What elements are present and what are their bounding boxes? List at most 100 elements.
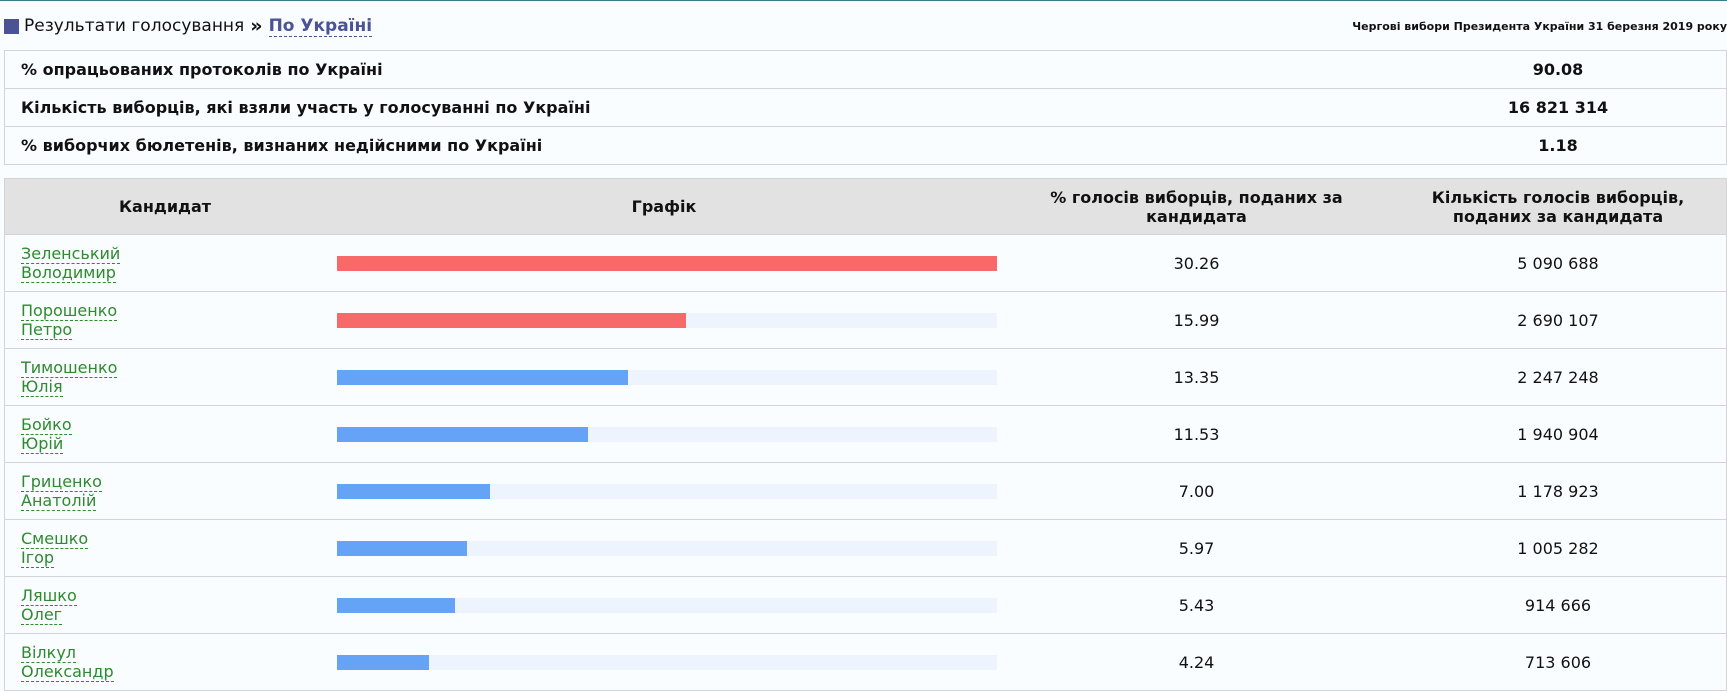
candidate-cell: Тимошенко Юлія: [4, 348, 325, 406]
candidate-cell: Ляшко Олег: [4, 576, 325, 634]
bar-track: [337, 597, 997, 613]
percent-cell: 30.26: [1003, 234, 1390, 292]
count-cell: 2 247 248: [1390, 348, 1727, 406]
results-table: Кандидат Графік % голосів виборців, пода…: [4, 178, 1727, 691]
header-count: Кількість голосів виборців, поданих за к…: [1390, 178, 1727, 235]
candidate-cell: Бойко Юрій: [4, 405, 325, 463]
summary-row: Кількість виборців, які взяли участь у г…: [4, 88, 1727, 127]
breadcrumb-separator: »: [250, 15, 263, 37]
candidate-link[interactable]: Вілкул Олександр: [21, 643, 114, 682]
candidate-link[interactable]: Порошенко Петро: [21, 301, 118, 340]
table-row: Вілкул Олександр 4.24 713 606: [4, 633, 1727, 691]
count-cell: 1 005 282: [1390, 519, 1727, 577]
election-title: Чергові вибори Президента України 31 бер…: [1352, 20, 1727, 33]
bar-track: [337, 369, 997, 385]
breadcrumb-current-link[interactable]: По Україні: [268, 15, 373, 37]
percent-cell: 5.97: [1003, 519, 1390, 577]
results-header-row: Кандидат Графік % голосів виборців, пода…: [4, 178, 1727, 235]
candidate-surname: Смешко: [21, 529, 89, 548]
summary-label: % виборчих бюлетенів, визнаних недійсним…: [4, 126, 1390, 165]
table-row: Тимошенко Юлія 13.35 2 247 248: [4, 348, 1727, 406]
table-row: Зеленський Володимир 30.26 5 090 688: [4, 234, 1727, 292]
table-row: Ляшко Олег 5.43 914 666: [4, 576, 1727, 634]
candidate-link[interactable]: Бойко Юрій: [21, 415, 72, 454]
table-row: Гриценко Анатолій 7.00 1 178 923: [4, 462, 1727, 520]
summary-value: 90.08: [1532, 60, 1584, 79]
summary-row: % виборчих бюлетенів, визнаних недійсним…: [4, 126, 1727, 165]
candidate-given-name: Володимир: [21, 263, 116, 282]
bar-fill: [337, 426, 589, 442]
table-row: Бойко Юрій 11.53 1 940 904: [4, 405, 1727, 463]
chart-cell: [325, 405, 1003, 463]
header-candidate: Кандидат: [4, 178, 325, 235]
candidate-given-name: Анатолій: [21, 491, 97, 510]
bar-track: [337, 255, 997, 271]
candidate-given-name: Ігор: [21, 548, 55, 567]
bar-fill: [337, 654, 430, 670]
candidate-cell: Гриценко Анатолій: [4, 462, 325, 520]
candidate-cell: Порошенко Петро: [4, 291, 325, 349]
chart-cell: [325, 633, 1003, 691]
breadcrumb: Результати голосування » По Україні: [4, 15, 373, 37]
bar-track: [337, 483, 997, 499]
table-row: Порошенко Петро 15.99 2 690 107: [4, 291, 1727, 349]
bar-fill: [337, 312, 686, 328]
candidate-link[interactable]: Зеленський Володимир: [21, 244, 121, 283]
candidate-surname: Зеленський: [21, 244, 121, 263]
candidate-surname: Ляшко: [21, 586, 77, 605]
summary-label: Кількість виборців, які взяли участь у г…: [4, 88, 1390, 127]
bar-track: [337, 312, 997, 328]
bar-fill: [337, 597, 456, 613]
chart-cell: [325, 462, 1003, 520]
count-cell: 914 666: [1390, 576, 1727, 634]
candidate-cell: Вілкул Олександр: [4, 633, 325, 691]
candidate-given-name: Олександр: [21, 662, 114, 681]
chart-cell: [325, 291, 1003, 349]
percent-cell: 7.00: [1003, 462, 1390, 520]
bar-track: [337, 540, 997, 556]
summary-row: % опрацьованих протоколів по Україні 90.…: [5, 51, 1727, 89]
percent-cell: 13.35: [1003, 348, 1390, 406]
candidate-given-name: Юлія: [21, 377, 63, 396]
bar-track: [337, 426, 997, 442]
candidate-surname: Гриценко: [21, 472, 102, 491]
chart-cell: [325, 519, 1003, 577]
candidate-link[interactable]: Гриценко Анатолій: [21, 472, 102, 511]
summary-value: 16 821 314: [1390, 88, 1727, 127]
candidate-given-name: Олег: [21, 605, 63, 624]
summary-table: % опрацьованих протоколів по Україні 90.…: [4, 50, 1727, 165]
square-bullet-icon: [4, 18, 19, 34]
count-cell: 5 090 688: [1390, 234, 1727, 292]
top-bar: Результати голосування » По Україні Черг…: [0, 1, 1727, 49]
candidate-given-name: Петро: [21, 320, 73, 339]
breadcrumb-root: Результати голосування: [24, 16, 245, 36]
candidate-link[interactable]: Ляшко Олег: [21, 586, 77, 625]
bar-track: [337, 654, 997, 670]
percent-cell: 4.24: [1003, 633, 1390, 691]
candidate-link[interactable]: Тимошенко Юлія: [21, 358, 118, 397]
bar-fill: [337, 369, 629, 385]
candidate-given-name: Юрій: [21, 434, 64, 453]
table-row: Смешко Ігор 5.97 1 005 282: [4, 519, 1727, 577]
percent-cell: 5.43: [1003, 576, 1390, 634]
candidate-surname: Вілкул: [21, 643, 77, 662]
candidate-cell: Смешко Ігор: [4, 519, 325, 577]
count-cell: 1 178 923: [1390, 462, 1727, 520]
count-cell: 713 606: [1390, 633, 1727, 691]
bar-fill: [337, 540, 468, 556]
candidate-link[interactable]: Смешко Ігор: [21, 529, 89, 568]
percent-cell: 15.99: [1003, 291, 1390, 349]
candidate-surname: Бойко: [21, 415, 72, 434]
candidate-cell: Зеленський Володимир: [4, 234, 325, 292]
summary-value: 1.18: [1390, 126, 1727, 165]
bar-fill: [337, 255, 997, 271]
candidate-surname: Порошенко: [21, 301, 118, 320]
chart-cell: [325, 234, 1003, 292]
count-cell: 1 940 904: [1390, 405, 1727, 463]
candidate-surname: Тимошенко: [21, 358, 118, 377]
count-cell: 2 690 107: [1390, 291, 1727, 349]
percent-cell: 11.53: [1003, 405, 1390, 463]
chart-cell: [325, 576, 1003, 634]
header-chart: Графік: [325, 178, 1003, 235]
header-percent: % голосів виборців, поданих за кандидата: [1003, 178, 1390, 235]
